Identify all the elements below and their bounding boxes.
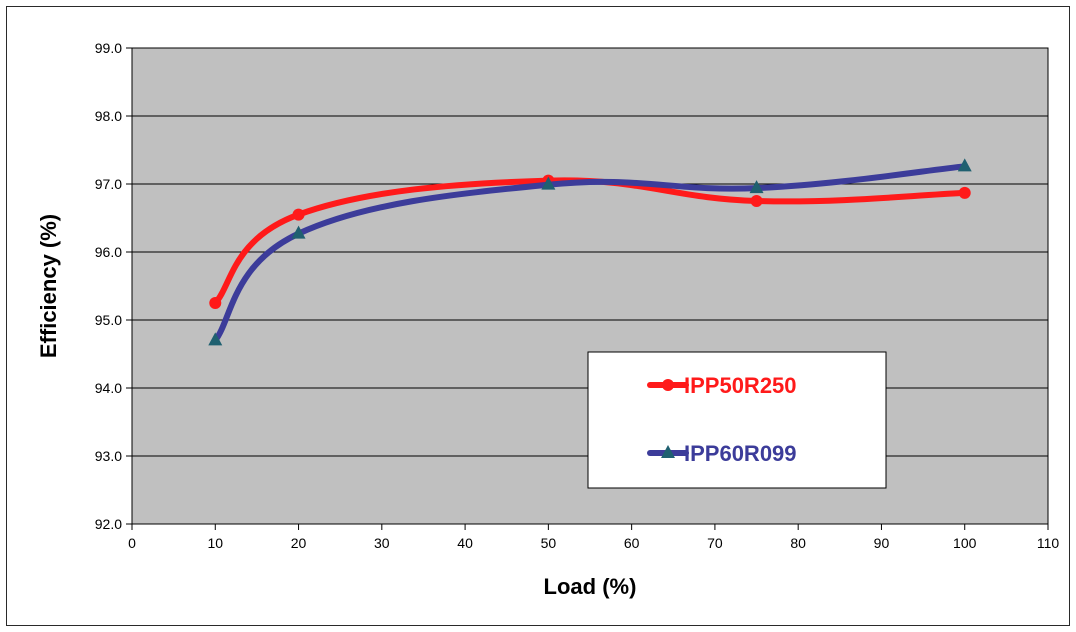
y-tick-label: 94.0	[95, 380, 122, 396]
plot-border	[131, 47, 1049, 525]
legend: IPP50R250 IPP60R099	[587, 351, 887, 489]
data-point	[209, 297, 222, 309]
y-tick-label: 98.0	[95, 108, 122, 124]
legend-marker	[661, 445, 675, 458]
x-tick-label: 20	[291, 535, 307, 551]
y-tick-label: 99.0	[95, 40, 122, 56]
data-point	[541, 176, 556, 190]
series-IPP60R099	[208, 158, 972, 346]
data-point	[749, 180, 764, 194]
x-axis-title: Load (%)	[544, 574, 637, 599]
legend-box	[587, 351, 887, 489]
series-layer	[208, 158, 972, 346]
x-tick-label: 60	[624, 535, 640, 551]
y-tick-labels: 99.0 98.0 97.0 96.0 95.0 94.0 93.0 92.0	[95, 40, 122, 532]
data-point	[750, 195, 763, 207]
data-point	[208, 332, 223, 346]
y-tick-label: 92.0	[95, 516, 122, 532]
x-tick-label: 10	[207, 535, 223, 551]
legend-label: IPP50R250	[684, 373, 797, 398]
x-tick-label: 70	[707, 535, 723, 551]
y-tick-label: 95.0	[95, 312, 122, 328]
x-tick-label: 90	[874, 535, 890, 551]
legend-marker	[662, 379, 674, 391]
y-tick-label: 93.0	[95, 448, 122, 464]
x-tick-label: 0	[128, 535, 136, 551]
y-axis-title: Efficiency (%)	[36, 214, 61, 358]
data-point	[958, 186, 971, 199]
x-tick-label: 30	[374, 535, 390, 551]
legend-label: IPP60R099	[684, 441, 797, 466]
axes	[131, 47, 1049, 525]
x-tick-label: 100	[953, 535, 977, 551]
x-tick-label: 80	[790, 535, 806, 551]
x-tick-labels: 0 10 20 30 40 50 60 70 80 90 100 110	[128, 524, 1059, 551]
data-point	[957, 158, 972, 172]
y-tick-label: 96.0	[95, 244, 122, 260]
data-point	[292, 208, 305, 221]
y-tick-label: 97.0	[95, 176, 122, 192]
x-tick-label: 40	[457, 535, 473, 551]
data-point	[291, 225, 306, 239]
x-tick-label: 50	[541, 535, 557, 551]
x-tick-label: 110	[1037, 535, 1060, 551]
